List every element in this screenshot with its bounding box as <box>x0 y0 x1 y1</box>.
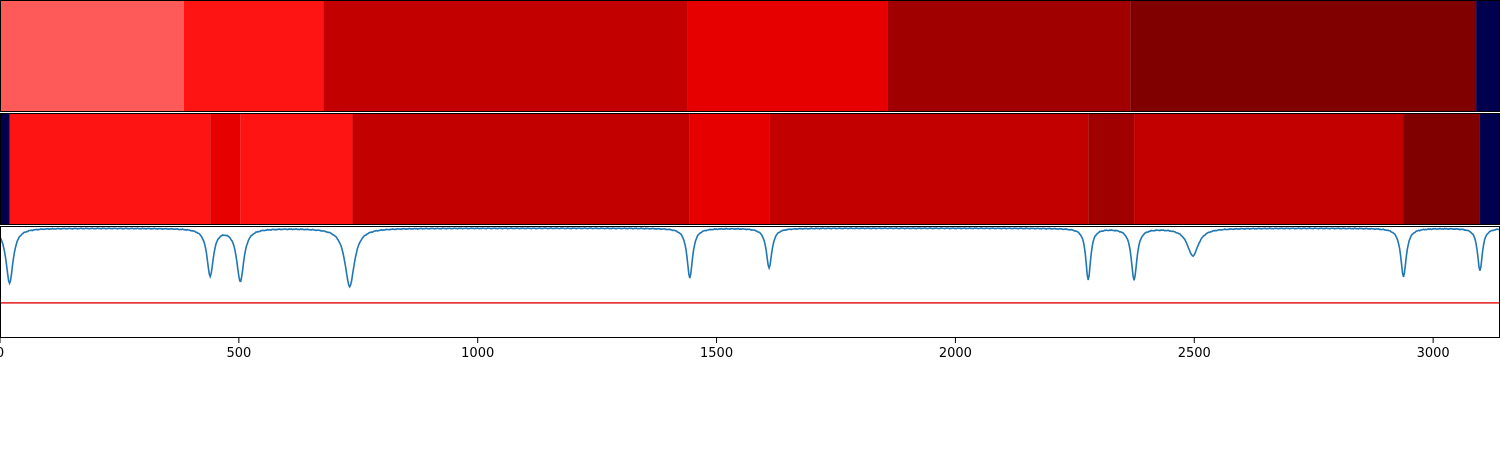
heatmap-segment <box>887 0 1131 112</box>
x-axis: 0 500 1000 1500 2000 2500 3000 <box>0 338 1450 361</box>
heatmap-segment <box>1130 0 1477 112</box>
heatmap-segment <box>1403 113 1480 225</box>
heatmap-segment <box>9 113 211 225</box>
x-tick-label: 2000 <box>939 346 972 361</box>
x-tick-label: 2500 <box>1178 346 1211 361</box>
heatmap-segment <box>689 113 770 225</box>
heatmap-track-top <box>0 0 1500 112</box>
heatmap-track-bottom <box>0 113 1500 225</box>
heatmap-segment <box>323 0 688 112</box>
heatmap-segment <box>240 113 353 225</box>
signal-panel <box>0 226 1500 338</box>
x-tick-label: 1500 <box>700 346 733 361</box>
heatmap-segment <box>687 0 888 112</box>
signal-panel-background <box>0 226 1500 338</box>
heatmap-segment <box>1479 113 1500 225</box>
heatmap-segment <box>1088 113 1135 225</box>
heatmap-segment <box>183 0 324 112</box>
heatmap-segment <box>769 113 1089 225</box>
heatmap-segment <box>0 0 184 112</box>
x-tick-label: 0 <box>0 346 4 361</box>
heatmap-segment <box>1476 0 1500 112</box>
x-tick-label: 500 <box>226 346 251 361</box>
heatmap-segment <box>1134 113 1404 225</box>
x-tick-label: 3000 <box>1417 346 1450 361</box>
heatmap-segment <box>0 113 10 225</box>
heatmap-segment <box>352 113 690 225</box>
signal-line <box>0 226 1500 289</box>
heatmap-segment <box>210 113 241 225</box>
x-tick-label: 1000 <box>461 346 494 361</box>
